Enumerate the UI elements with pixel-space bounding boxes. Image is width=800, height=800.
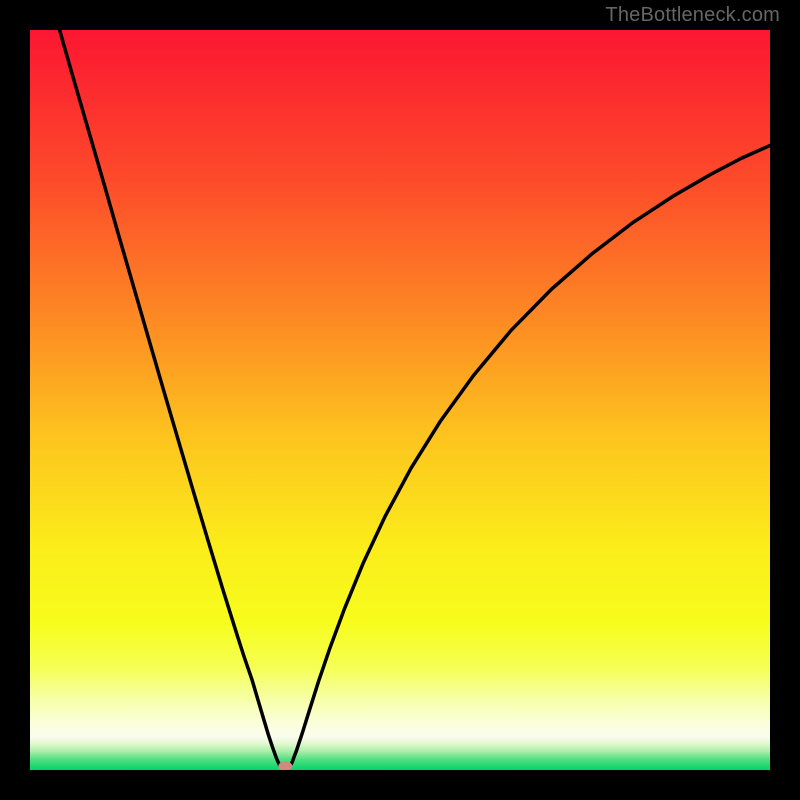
plot-area — [30, 30, 770, 770]
bottleneck-curve — [60, 30, 770, 770]
figure-root: TheBottleneck.com — [0, 0, 800, 800]
watermark-text: TheBottleneck.com — [605, 4, 780, 27]
curve-layer — [30, 30, 770, 770]
